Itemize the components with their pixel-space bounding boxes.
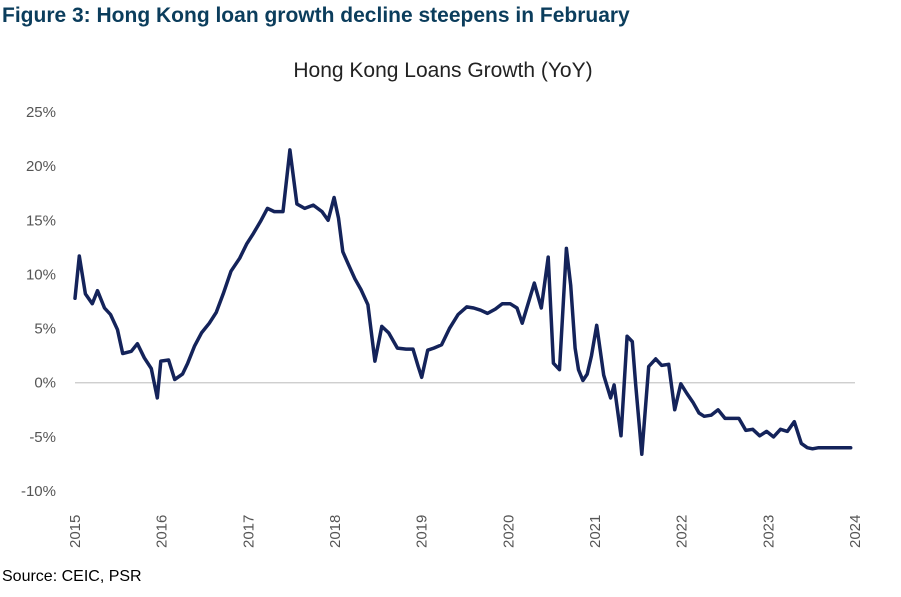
series-line — [73, 148, 853, 456]
x-tick-label: 2018 — [327, 515, 344, 548]
y-tick-label: 10% — [26, 266, 56, 283]
x-tick-label: 2024 — [847, 515, 864, 548]
x-tick-label: 2022 — [674, 515, 691, 548]
line-chart: Hong Kong Loans Growth (YoY) 25% 20% 15% 10… — [21, 59, 864, 548]
y-tick-label: 0% — [34, 375, 56, 392]
x-tick-label: 2016 — [154, 515, 171, 548]
x-axis: 2015 2016 2017 2018 2019 2020 2021 2022 2023 2024 — [67, 515, 864, 548]
y-axis: 25% 20% 15% 10% 5% 0% -5% -10% — [21, 104, 56, 500]
figure-title: Figure 3: Hong Kong loan growth decline … — [2, 4, 630, 27]
x-tick-label: 2015 — [67, 515, 84, 548]
x-tick-label: 2020 — [500, 515, 517, 548]
chart-title: Hong Kong Loans Growth (YoY) — [293, 59, 592, 82]
y-tick-label: 25% — [26, 104, 56, 121]
y-tick-label: -5% — [29, 429, 56, 446]
y-tick-label: -10% — [21, 483, 56, 500]
x-tick-label: 2017 — [240, 515, 257, 548]
y-tick-label: 15% — [26, 212, 56, 229]
x-tick-label: 2023 — [760, 515, 777, 548]
source-note: Source: CEIC, PSR — [2, 568, 142, 585]
plot-area — [73, 148, 855, 456]
x-tick-label: 2019 — [414, 515, 431, 548]
y-tick-label: 20% — [26, 158, 56, 175]
x-tick-label: 2021 — [587, 515, 604, 548]
y-tick-label: 5% — [34, 321, 56, 338]
